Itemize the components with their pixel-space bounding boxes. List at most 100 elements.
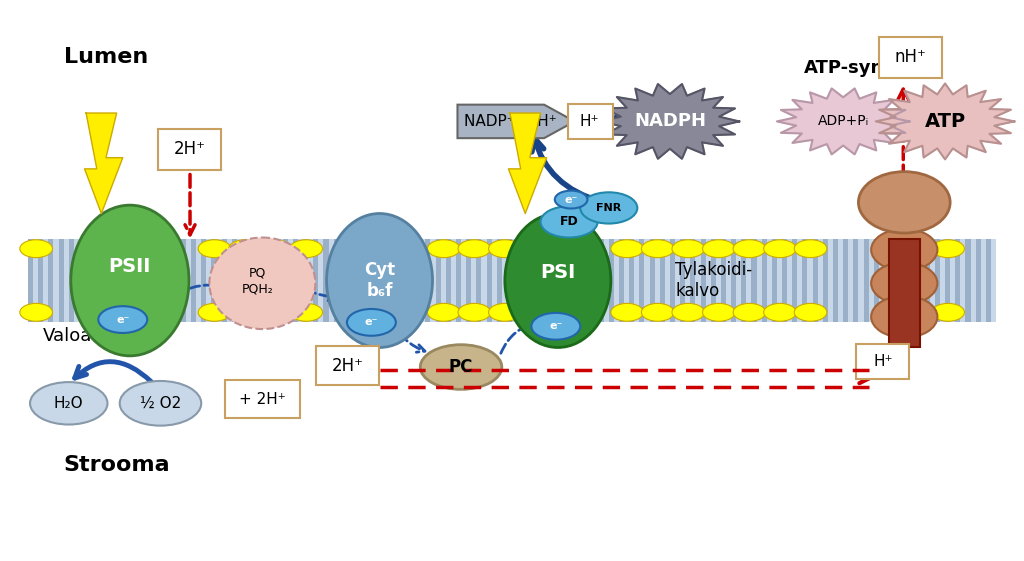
Text: PQ: PQ <box>249 266 266 280</box>
Text: Valoa: Valoa <box>43 327 92 346</box>
Bar <box>966 238 971 323</box>
Bar <box>38 238 43 323</box>
Bar <box>833 238 838 323</box>
Bar <box>375 238 380 323</box>
Bar <box>497 238 502 323</box>
Text: ADP+Pᵢ: ADP+Pᵢ <box>817 114 868 128</box>
Polygon shape <box>876 84 1015 159</box>
Ellipse shape <box>858 172 950 233</box>
Text: NADP⁺ → H⁺: NADP⁺ → H⁺ <box>464 114 556 129</box>
Bar <box>28 238 996 323</box>
Bar <box>782 238 787 323</box>
Bar <box>242 238 247 323</box>
Bar <box>211 238 216 323</box>
FancyBboxPatch shape <box>159 128 220 170</box>
Bar <box>711 238 716 323</box>
Bar <box>344 238 349 323</box>
Bar <box>191 238 197 323</box>
Circle shape <box>458 240 490 257</box>
Circle shape <box>672 304 705 321</box>
Bar <box>690 238 695 323</box>
Ellipse shape <box>505 214 611 347</box>
Bar <box>914 238 920 323</box>
Bar <box>120 238 125 323</box>
FancyBboxPatch shape <box>879 36 942 78</box>
Text: H₂O: H₂O <box>54 396 84 411</box>
Text: PQH₂: PQH₂ <box>242 282 273 296</box>
Bar <box>252 238 257 323</box>
Bar <box>955 238 961 323</box>
Bar <box>334 238 339 323</box>
Circle shape <box>702 304 735 321</box>
Text: FNR: FNR <box>596 203 622 213</box>
Bar <box>425 238 430 323</box>
Bar <box>629 238 634 323</box>
Bar <box>406 238 410 323</box>
Circle shape <box>795 304 826 321</box>
Bar <box>639 238 644 323</box>
Text: ATP-syntaasi: ATP-syntaasi <box>804 59 934 77</box>
Bar <box>986 238 991 323</box>
Bar <box>395 238 400 323</box>
Polygon shape <box>85 113 123 214</box>
Bar <box>884 238 889 323</box>
Circle shape <box>641 240 674 257</box>
Circle shape <box>764 304 797 321</box>
FancyBboxPatch shape <box>856 343 909 379</box>
Bar <box>853 238 858 323</box>
Text: e⁻: e⁻ <box>564 195 578 205</box>
FancyBboxPatch shape <box>316 346 379 385</box>
Ellipse shape <box>871 263 937 304</box>
Circle shape <box>702 240 735 257</box>
Bar <box>589 238 594 323</box>
Circle shape <box>199 304 230 321</box>
Bar <box>48 238 53 323</box>
Circle shape <box>420 344 502 389</box>
Bar <box>822 238 827 323</box>
Text: PSI: PSI <box>541 263 575 282</box>
Text: e⁻: e⁻ <box>365 318 378 328</box>
Circle shape <box>427 240 460 257</box>
Circle shape <box>30 382 108 425</box>
Circle shape <box>199 240 230 257</box>
Bar <box>680 238 685 323</box>
Bar <box>538 238 543 323</box>
Text: 2H⁺: 2H⁺ <box>173 140 206 158</box>
Circle shape <box>611 304 643 321</box>
Ellipse shape <box>71 205 189 356</box>
Bar <box>843 238 848 323</box>
Bar <box>293 238 298 323</box>
Bar <box>649 238 654 323</box>
Bar <box>752 238 757 323</box>
Circle shape <box>19 304 52 321</box>
Bar <box>89 238 94 323</box>
Bar <box>741 238 746 323</box>
Text: Tylakoidi-
kalvo: Tylakoidi- kalvo <box>675 261 753 300</box>
Bar <box>79 238 84 323</box>
Text: PC: PC <box>449 358 473 376</box>
Circle shape <box>98 306 147 333</box>
Bar <box>670 238 675 323</box>
Ellipse shape <box>209 237 315 329</box>
Circle shape <box>541 206 598 237</box>
Bar <box>813 238 818 323</box>
Bar <box>161 238 166 323</box>
Bar <box>527 238 532 323</box>
Circle shape <box>641 304 674 321</box>
Bar <box>659 238 665 323</box>
Bar <box>889 238 920 347</box>
Circle shape <box>120 381 202 426</box>
Circle shape <box>19 240 52 257</box>
Circle shape <box>932 304 965 321</box>
Circle shape <box>228 304 261 321</box>
Circle shape <box>228 240 261 257</box>
Bar <box>486 238 492 323</box>
Polygon shape <box>777 89 909 154</box>
Bar <box>202 238 206 323</box>
Bar <box>976 238 981 323</box>
Text: e⁻: e⁻ <box>116 315 129 325</box>
Bar <box>435 238 440 323</box>
Bar <box>140 238 145 323</box>
Bar <box>110 238 115 323</box>
Bar <box>28 238 33 323</box>
